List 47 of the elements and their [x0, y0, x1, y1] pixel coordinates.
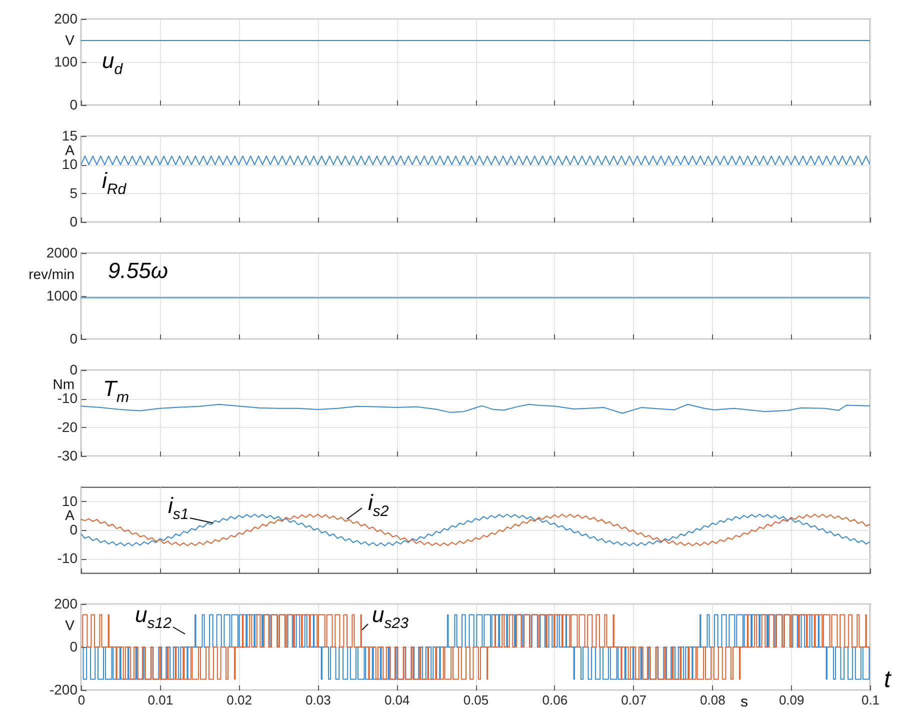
x-tick-label: 0.03 [306, 692, 331, 708]
y-tick-label: 100 [54, 54, 78, 70]
line-series [81, 404, 870, 414]
series-label: i$_{Rd}$ [102, 168, 127, 198]
series-label: u$_{s12}$ [135, 602, 172, 632]
x-tick-label: 0.09 [778, 692, 804, 708]
y-tick-label: 0 [70, 214, 78, 230]
y-tick-label: -10 [57, 390, 78, 406]
y-tick-label: 2000 [46, 244, 78, 260]
y-tick-label: 0 [70, 96, 78, 112]
x-tick-label: 0.06 [542, 692, 568, 708]
x-tick-label: 0.07 [621, 692, 646, 708]
series-label: i$_{s1}$ [168, 493, 189, 523]
x-tick-label: 0.04 [384, 692, 410, 708]
y-tick-label: 5 [70, 184, 78, 201]
series-label: u$_{s23}$ [372, 602, 410, 632]
y-tick-label: 0 [70, 522, 78, 538]
series-label: 9.55ω [108, 258, 168, 283]
y-tick-label: 0 [70, 638, 78, 654]
y-tick-label: 15 [62, 128, 78, 144]
y-axis-title: A [65, 507, 76, 524]
series-label: u$_{d}$ [102, 48, 124, 78]
y-tick-label: 10 [62, 156, 78, 172]
y-tick-label: -20 [57, 418, 78, 435]
y-tick-label: 1000 [46, 288, 78, 304]
x-tick-label: 0.08 [700, 692, 726, 708]
y-tick-label: 0 [70, 330, 78, 346]
y-axis-title: V [65, 32, 76, 48]
x-tick-label: 0.02 [226, 692, 252, 708]
x-axis-title: s [740, 694, 748, 710]
y-tick-label: -30 [57, 448, 78, 464]
x-tick-label: 0.01 [148, 692, 174, 708]
x-tick-label: 0.05 [463, 692, 489, 708]
text: t [884, 666, 892, 693]
y-tick-label: -200 [49, 682, 78, 698]
y-tick-label: 200 [54, 596, 78, 612]
y-axis-title: A [65, 142, 76, 158]
y-tick-label: 10 [62, 492, 78, 509]
x-tick-label: 0.1 [861, 692, 880, 708]
y-axis-title: V [65, 617, 76, 633]
y-tick-label: 200 [54, 10, 78, 26]
y-tick-label: -10 [57, 550, 78, 566]
y-axis-title: Nm [52, 376, 74, 392]
y-tick-label: 0 [70, 362, 78, 378]
y-axis-title: rev/min [28, 266, 74, 282]
series-label: T$_{m}$ [103, 376, 129, 406]
series-label: i$_{s2}$ [368, 490, 390, 520]
